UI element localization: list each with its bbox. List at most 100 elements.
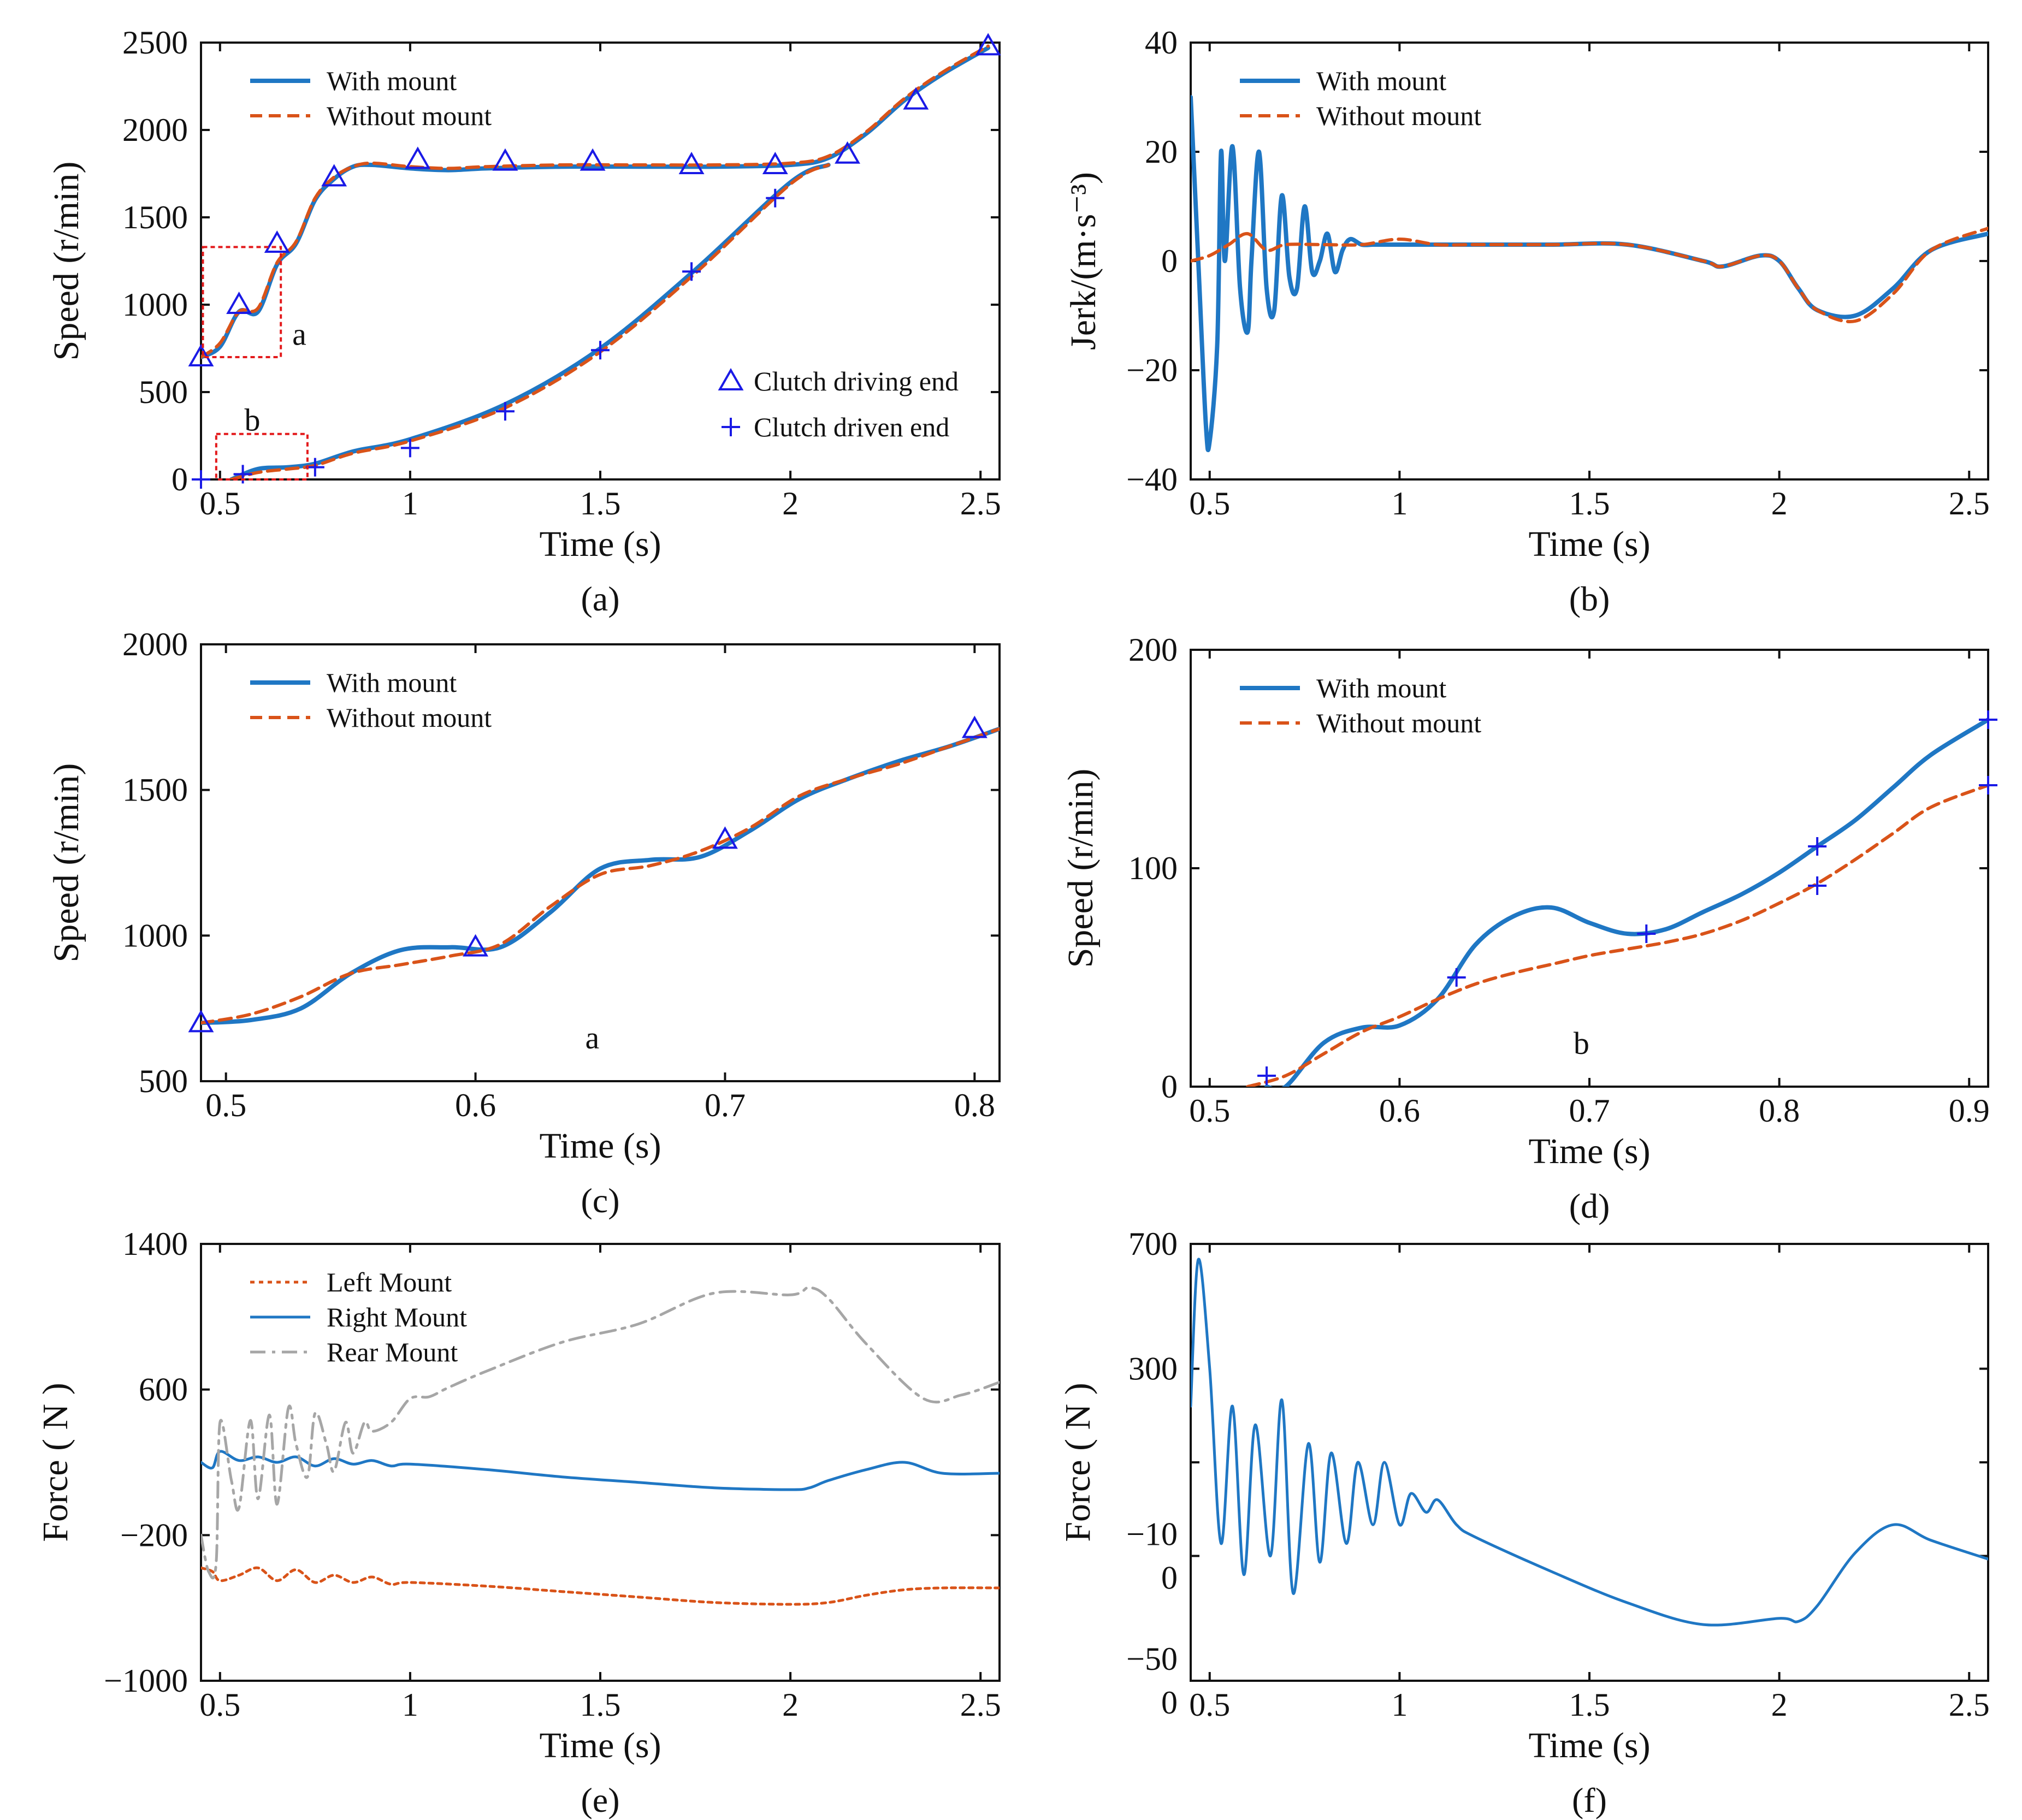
chart-d-annotation: b (1574, 1025, 1589, 1061)
chart-a-driving-end-marker (226, 291, 252, 314)
chart-e-series-1-line (201, 1450, 1000, 1491)
chart-c-driving-end-marker (712, 826, 738, 849)
chart-d-x-tick-label: 0.5 (1189, 1093, 1230, 1129)
chart-a-y-tick-label: 2500 (122, 25, 188, 61)
chart-a-marker-legend-driven: Clutch driven end (754, 412, 949, 442)
chart-b-y-tick-label: −20 (1126, 352, 1178, 388)
chart-c-driving-end-marker (188, 1010, 214, 1033)
chart-a-y-tick-label: 0 (172, 461, 188, 497)
chart-c-legend-label: Without mount (327, 702, 492, 733)
chart-e-frame (200, 1243, 1001, 1682)
chart-a-driving-end-marker (718, 367, 744, 390)
chart-a-annotation-b: b (244, 402, 260, 437)
chart-a-y-tick-label: 500 (139, 374, 188, 410)
panel-f-force-chart: 0.5 1 1.5 2 2.5 −50 0 −10 0 300 700 Time (s) Force (… (1058, 1226, 1990, 1819)
chart-a-driving-end-marker (188, 343, 214, 366)
chart-c-y-tick-label: 1000 (122, 917, 188, 953)
chart-d-x-tick-label: 0.7 (1569, 1093, 1610, 1129)
chart-a-driving-end-marker (903, 87, 929, 110)
chart-d-driven-end-marker (1979, 776, 1997, 795)
chart-a-caption: (a) (581, 579, 619, 618)
chart-c-driving-end-marker (961, 715, 988, 738)
chart-a-series-0-line (201, 45, 991, 359)
chart-b-x-tick-label: 2 (1771, 485, 1788, 521)
chart-e-caption: (e) (581, 1781, 619, 1819)
chart-d-legend-label: Without mount (1316, 708, 1481, 738)
chart-d-driven-end-marker (1447, 968, 1466, 987)
chart-a-driven-end-marker (682, 262, 701, 281)
chart-a-driven-end-marker (722, 418, 740, 436)
chart-a-annotation-a: a (292, 317, 306, 352)
chart-e-y-tick-label: −200 (120, 1517, 188, 1553)
chart-a-driven-end-marker (495, 402, 515, 421)
chart-c-series-1-line (201, 727, 1000, 1025)
chart-b-series-0-line (1191, 95, 1988, 452)
chart-f-frame (1190, 1243, 1989, 1682)
chart-d-driven-end-marker (1808, 837, 1827, 856)
chart-a-driving-end-marker (975, 33, 1001, 56)
chart-f-y-axis-title: Force ( N ) (1058, 1383, 1098, 1542)
chart-d-x-tick-label: 0.8 (1759, 1093, 1800, 1129)
chart-b-x-tick-label: 1 (1391, 485, 1408, 521)
chart-f-caption: (f) (1572, 1781, 1607, 1819)
chart-a-zoom-box-a (202, 246, 282, 358)
chart-c-y-tick-label: 1500 (122, 772, 188, 808)
chart-a-driven-end-marker (591, 341, 610, 360)
chart-a-marker-legend-driving: Clutch driving end (754, 366, 959, 396)
chart-b-y-tick-label: 40 (1145, 25, 1178, 61)
chart-b-y-tick-label: 20 (1145, 134, 1178, 170)
chart-a-series-3-line (229, 163, 830, 479)
chart-a-legend-label: With mount (327, 66, 457, 96)
chart-c-x-axis-title: Time (s) (539, 1126, 661, 1166)
chart-f-x-tick-label: 0.5 (1189, 1687, 1230, 1723)
chart-d-y-tick-label: 200 (1128, 632, 1178, 668)
chart-a-driving-end-marker (580, 148, 606, 171)
chart-c-x-tick-label: 0.5 (205, 1087, 246, 1123)
chart-d-y-tick-label: 100 (1128, 850, 1178, 886)
chart-c-legend-label: With mount (327, 667, 457, 698)
chart-e-legend-label: Right Mount (327, 1302, 467, 1332)
chart-d-x-tick-label: 0.6 (1379, 1093, 1420, 1129)
chart-f-x-axis-title: Time (s) (1528, 1726, 1650, 1765)
chart-f-y-tick-label: 300 (1128, 1351, 1178, 1387)
chart-b-y-tick-label: −40 (1126, 461, 1178, 497)
chart-f-x-tick-label: 1.5 (1569, 1687, 1610, 1723)
panel-b-jerk-chart: 0.5 1 1.5 2 2.5 −40 −20 0 20 40 Time (s) Jerk/(m·s⁻… (1063, 25, 1990, 618)
chart-a-x-tick-label: 0.5 (199, 485, 240, 521)
chart-a-x-tick-label: 1.5 (580, 485, 621, 521)
chart-a-x-tick-label: 1 (402, 485, 418, 521)
chart-f-y-tick-label: −10 0 (1126, 1516, 1178, 1596)
chart-c-driving-end-marker (463, 934, 489, 957)
chart-a-driven-end-marker (305, 458, 324, 477)
chart-a-driving-end-marker (264, 230, 290, 253)
chart-d-series-1-line (1246, 784, 1988, 1087)
chart-a-y-tick-label: 1000 (122, 287, 188, 323)
chart-a-driving-end-marker (492, 148, 518, 171)
chart-c-x-tick-label: 0.7 (705, 1087, 746, 1123)
chart-e-x-tick-label: 1.5 (580, 1687, 621, 1723)
chart-e-x-tick-label: 2 (782, 1687, 799, 1723)
chart-a-driving-end-marker (762, 151, 788, 174)
chart-a-y-axis-title: Speed (r/min) (46, 162, 86, 361)
chart-e-series-0-line (201, 1566, 1000, 1606)
chart-a-x-tick-label: 2.5 (960, 485, 1001, 521)
chart-a-series-1-line (201, 44, 990, 359)
chart-a-y-tick-label: 1500 (122, 199, 188, 235)
chart-d-series-0-line (1264, 718, 1988, 1087)
chart-c-x-tick-label: 0.8 (954, 1087, 995, 1123)
chart-b-x-tick-label: 1.5 (1569, 485, 1610, 521)
chart-a-y-tick-label: 2000 (122, 112, 188, 148)
chart-e-legend-label: Left Mount (327, 1267, 452, 1297)
chart-b-x-axis-title: Time (s) (1528, 524, 1650, 564)
chart-e-x-axis-title: Time (s) (539, 1726, 661, 1765)
chart-d-driven-end-marker (1257, 1066, 1276, 1085)
chart-b-x-tick-label: 2.5 (1949, 485, 1990, 521)
chart-b-y-axis-title: Jerk/(m·s⁻³) (1063, 172, 1103, 350)
chart-d-caption: (d) (1569, 1187, 1610, 1225)
chart-d-frame (1190, 649, 1989, 1088)
chart-e-x-tick-label: 2.5 (960, 1687, 1001, 1723)
chart-f-x-tick-label: 2 (1771, 1687, 1788, 1723)
chart-d-y-axis-title: Speed (r/min) (1061, 769, 1101, 968)
chart-d-y-tick-label: 0 (1161, 1069, 1178, 1105)
